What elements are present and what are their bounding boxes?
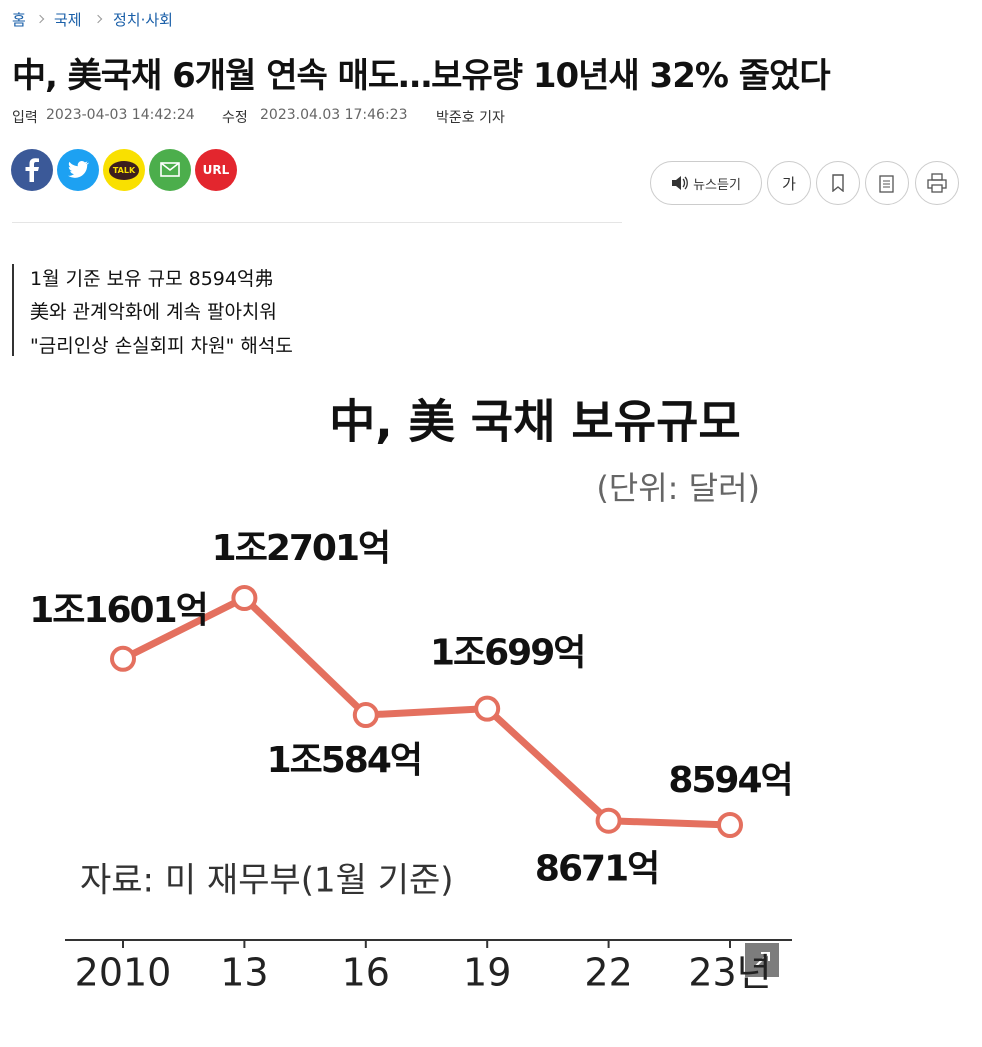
share-kakao[interactable]: TALK <box>103 149 145 191</box>
x-tick-label: 19 <box>463 951 511 995</box>
edit-date: 2023.04.03 17:46:23 <box>260 107 408 123</box>
value-label: 8671억 <box>535 849 658 890</box>
edit-label: 수정 <box>222 110 248 126</box>
data-point <box>352 702 379 729</box>
value-label: 1조2701억 <box>212 528 389 569</box>
summary-line: 1월 기준 보유 규모 8594억弗 <box>30 268 274 290</box>
summary-line: "금리인상 손실회피 차원" 해석도 <box>30 335 293 357</box>
data-point <box>474 695 501 722</box>
data-point <box>231 585 258 611</box>
breadcrumb-separator <box>93 14 103 24</box>
share-url[interactable]: URL <box>195 149 237 191</box>
headline: 中, 美국채 6개월 연속 매도…보유량 10년새 32% 줄었다 <box>12 56 831 96</box>
chart-title: 中, 美 국채 보유규모 <box>329 395 740 449</box>
bookmark-button[interactable] <box>816 161 860 205</box>
chart-source: 자료: 미 재무부(1월 기준) <box>80 861 454 901</box>
x-tick-label: 22 <box>584 951 632 995</box>
chart: 中, 美 국채 보유규모 (단위: 달러) 자료: 미 재무부(1월 기준) 2… <box>29 395 793 995</box>
speaker-icon <box>672 176 688 190</box>
summary-line: 美와 관계악화에 계속 팔아치워 <box>30 301 277 323</box>
divider <box>12 222 622 223</box>
copy-button[interactable] <box>865 161 909 205</box>
listen-button[interactable]: 뉴스듣기 <box>650 161 762 205</box>
listen-label: 뉴스듣기 <box>693 177 741 193</box>
breadcrumb-subsection[interactable]: 정치·사회 <box>113 11 173 29</box>
x-tick-label: 23년 <box>688 951 771 995</box>
share-email[interactable] <box>149 149 191 191</box>
data-point <box>595 807 622 834</box>
reporter: 박준호 기자 <box>436 110 505 126</box>
data-point <box>717 812 743 838</box>
value-label: 1조699억 <box>430 633 584 674</box>
data-line <box>121 594 731 829</box>
value-label: 8594억 <box>668 760 791 801</box>
expand-arrow <box>754 952 770 968</box>
data-point <box>110 645 136 672</box>
value-label: 1조584억 <box>267 740 421 781</box>
share-facebook[interactable] <box>11 149 53 191</box>
kakao-label: TALK <box>108 160 140 180</box>
print-button[interactable] <box>915 161 959 205</box>
share-twitter[interactable] <box>57 149 99 191</box>
chart-subtitle: (단위: 달러) <box>596 469 760 507</box>
input-label: 입력 <box>12 110 38 126</box>
breadcrumb-home[interactable]: 홈 <box>12 11 26 29</box>
x-tick-label: 13 <box>220 951 268 995</box>
breadcrumb-separator <box>35 14 45 24</box>
breadcrumb-section[interactable]: 국제 <box>54 11 82 29</box>
print-icon <box>927 173 947 193</box>
x-tick-label: 2010 <box>75 951 172 995</box>
bookmark-icon <box>832 174 844 192</box>
font-size-button[interactable]: 가 <box>767 161 811 205</box>
copy-icon <box>879 175 894 193</box>
input-date: 2023-04-03 14:42:24 <box>46 107 195 123</box>
x-tick-label: 16 <box>342 951 390 995</box>
summary-bar <box>12 264 14 356</box>
value-label: 1조1601억 <box>29 590 206 631</box>
